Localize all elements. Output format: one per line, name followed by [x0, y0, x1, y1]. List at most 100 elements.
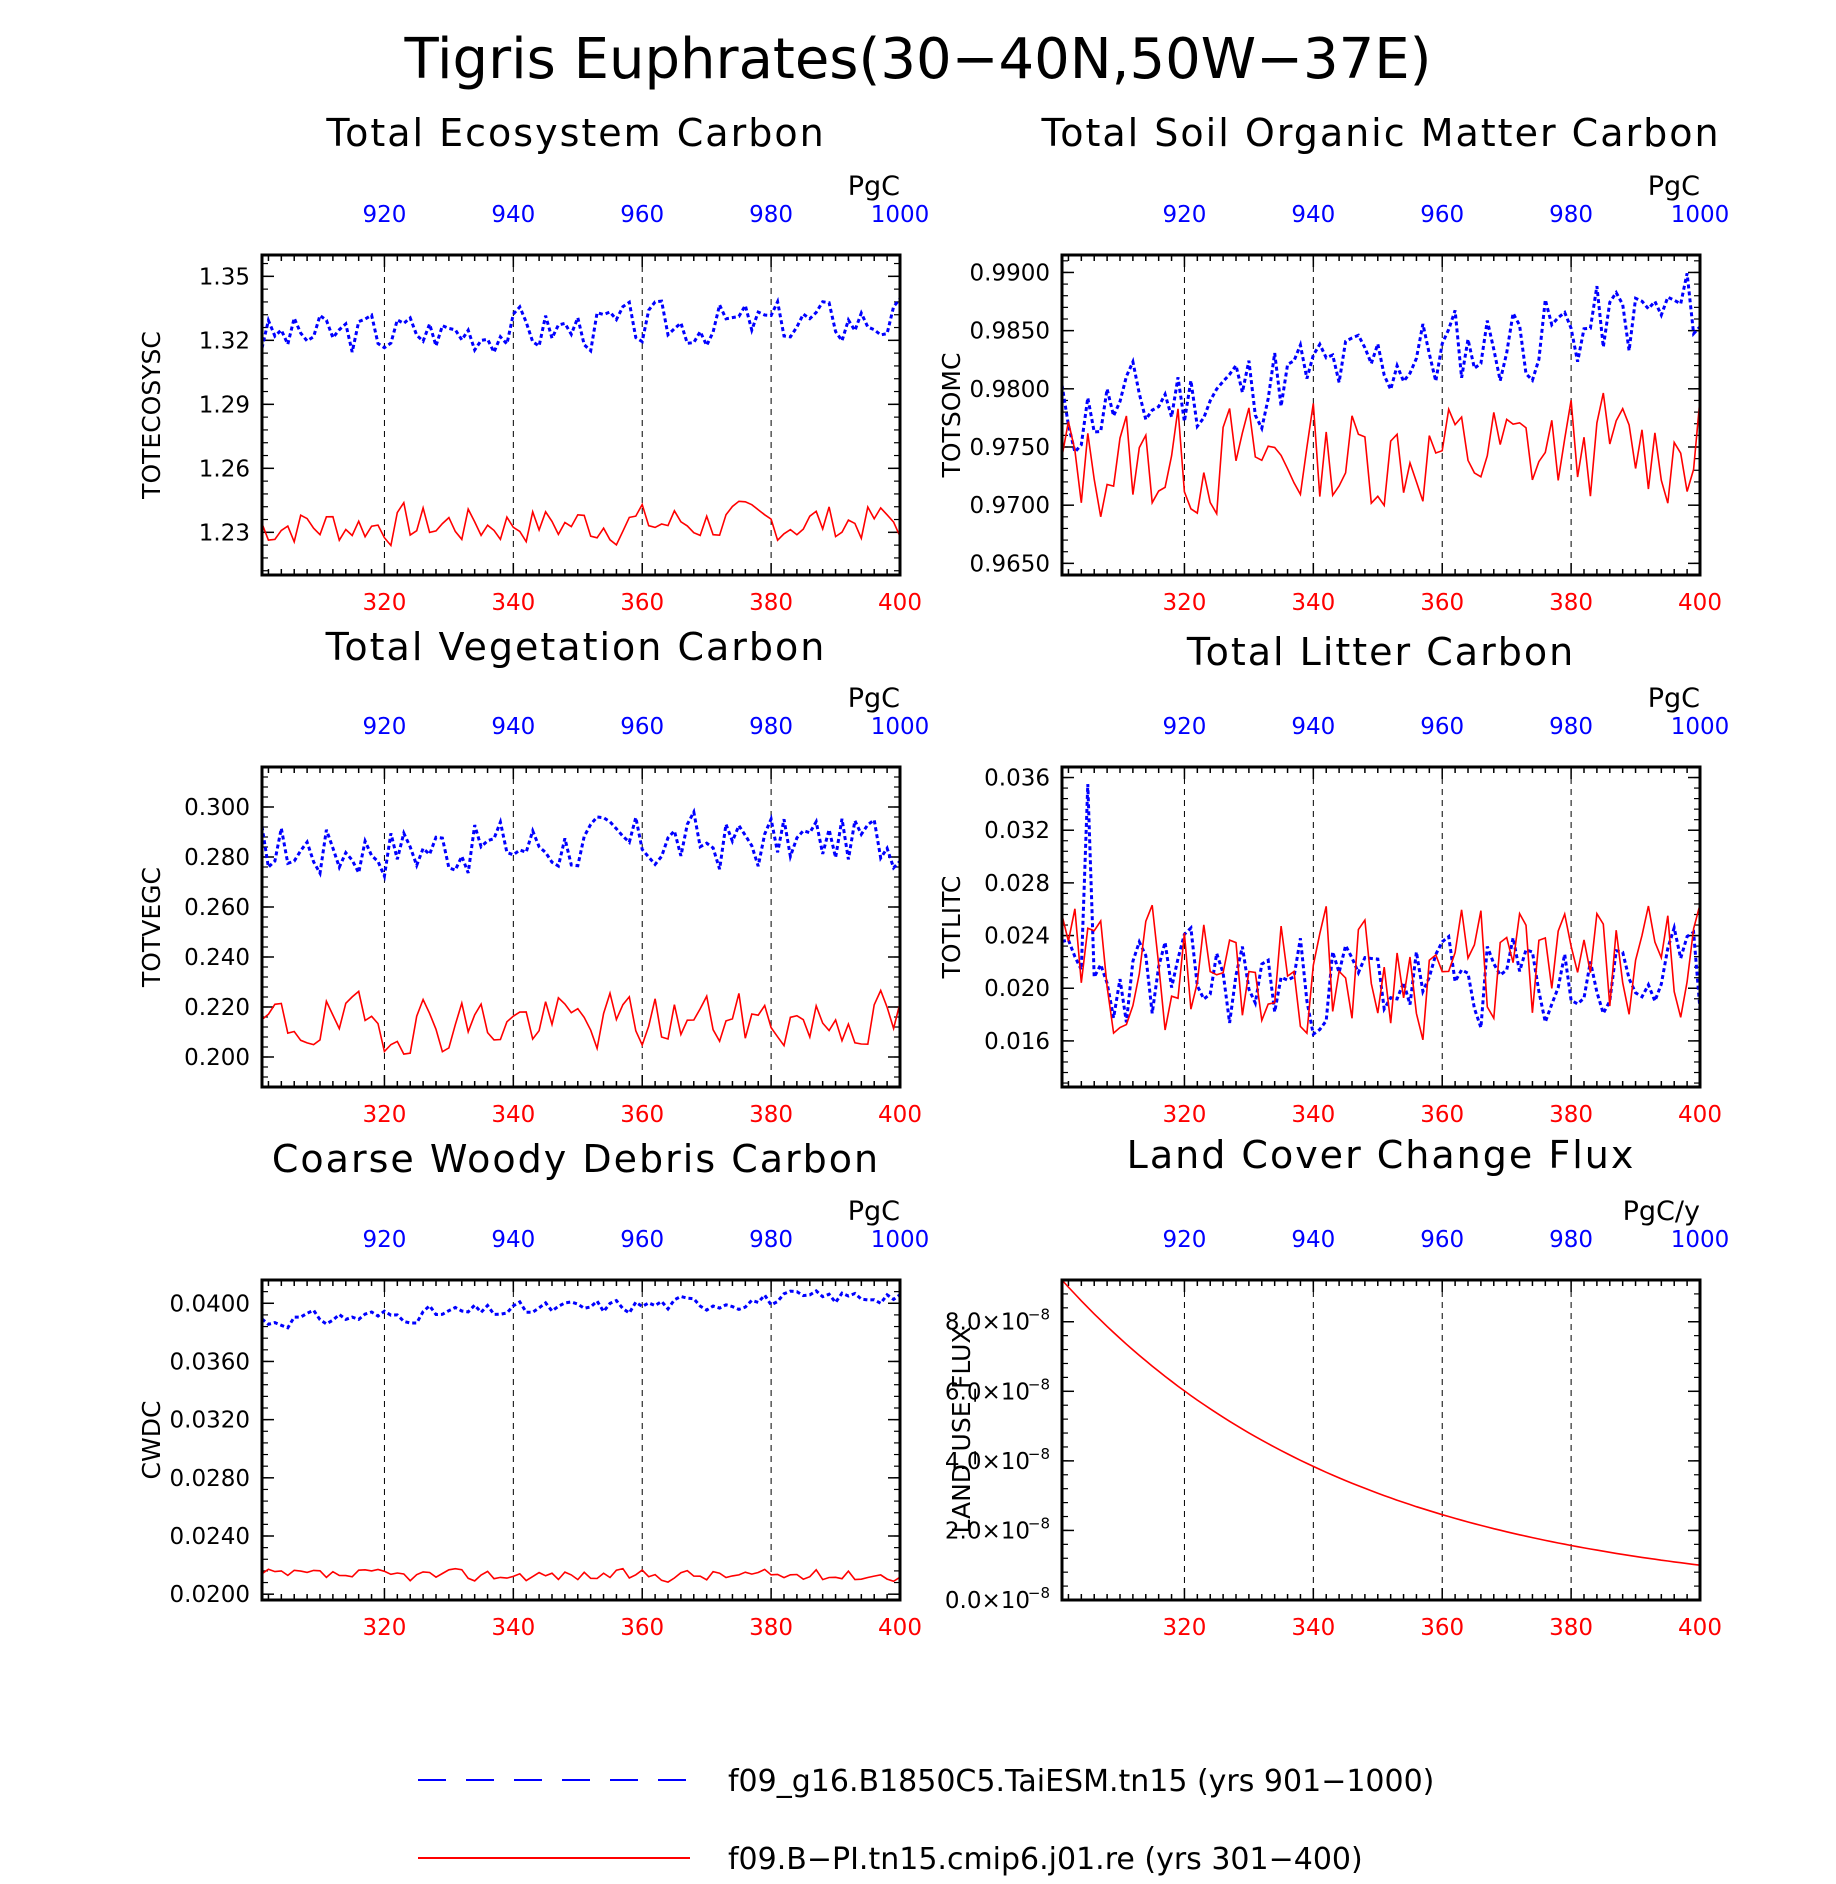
x-tick-label-top: 920 — [1162, 202, 1206, 228]
y-tick-label: 0.260 — [184, 895, 250, 921]
units-label: PgC/y — [1623, 1196, 1700, 1227]
x-tick-label-top: 940 — [491, 1227, 535, 1253]
legend: f09_g16.B1850C5.TaiESM.tn15 (yrs 901−100… — [418, 1764, 1434, 1877]
x-tick-label-top: 980 — [749, 202, 793, 228]
y-tick-label: 0.028 — [984, 871, 1050, 897]
y-tick-label: 1.35 — [199, 264, 250, 290]
x-tick-label-bottom: 400 — [878, 590, 922, 616]
series-line-blue — [1061, 784, 1702, 1037]
x-tick-label-top: 940 — [1291, 202, 1335, 228]
y-tick-exponent: −8 — [1028, 1375, 1050, 1393]
y-tick-label: 0.0320 — [170, 1408, 250, 1434]
panel-title: Total Ecosystem Carbon — [325, 111, 825, 155]
y-tick-exponent: −8 — [1028, 1306, 1050, 1324]
y-tick-label: 0.9700 — [970, 493, 1050, 519]
y-tick-label: 1.29 — [199, 392, 250, 418]
x-tick-label-bottom: 360 — [1420, 590, 1464, 616]
x-tick-label-top: 1000 — [1671, 1227, 1730, 1253]
x-tick-label-bottom: 360 — [1420, 1102, 1464, 1128]
y-tick-label: 2.0×10 — [945, 1518, 1030, 1544]
series-line-red — [1061, 392, 1701, 517]
series-line-red — [261, 988, 901, 1055]
x-tick-label-bottom: 340 — [1291, 590, 1335, 616]
x-tick-label-top: 1000 — [871, 714, 930, 740]
x-tick-label-bottom: 340 — [1291, 1615, 1335, 1641]
plot-frame — [1060, 253, 1702, 577]
units-label: PgC — [1648, 171, 1700, 202]
x-tick-label-top: 940 — [1291, 1227, 1335, 1253]
y-tick-label: 0.020 — [984, 976, 1050, 1002]
panel-title: Total Soil Organic Matter Carbon — [1040, 111, 1720, 155]
units-label: PgC — [1648, 683, 1700, 714]
x-tick-label-bottom: 340 — [491, 1102, 535, 1128]
x-tick-label-top: 980 — [1549, 202, 1593, 228]
x-tick-label-bottom: 400 — [1678, 590, 1722, 616]
x-tick-label-bottom: 320 — [362, 1102, 406, 1128]
panel-6: Land Cover Change Flux PgC/y LAND_USE_FLUX… — [945, 1133, 1729, 1641]
y-tick-label: 4.0×10 — [945, 1449, 1030, 1475]
x-tick-label-top: 960 — [620, 202, 664, 228]
x-tick-label-bottom: 360 — [620, 590, 664, 616]
y-tick-label: 1.32 — [199, 328, 250, 354]
y-tick-label: 0.9850 — [970, 319, 1050, 345]
x-tick-label-top: 960 — [1420, 1227, 1464, 1253]
x-tick-label-top: 980 — [749, 714, 793, 740]
series-line-red — [261, 500, 901, 548]
y-tick-exponent: −8 — [1028, 1445, 1050, 1463]
plot-frame — [1060, 1278, 1702, 1602]
y-tick-label: 0.9800 — [970, 377, 1050, 403]
plot-frame — [260, 1278, 902, 1602]
main-title: Tigris Euphrates(30−40N,50W−37E) — [403, 27, 1431, 92]
y-tick-label: 1.23 — [199, 520, 250, 546]
x-tick-label-top: 920 — [362, 202, 406, 228]
panel-2: Total Soil Organic Matter Carbon PgC TOTSO… — [937, 111, 1729, 616]
x-tick-label-bottom: 380 — [1549, 1615, 1593, 1641]
y-tick-label: 0.300 — [184, 795, 250, 821]
legend-label-blue: f09_g16.B1850C5.TaiESM.tn15 (yrs 901−100… — [728, 1764, 1434, 1799]
y-tick-label: 0.036 — [984, 766, 1050, 792]
x-tick-label-top: 960 — [1420, 714, 1464, 740]
x-tick-label-bottom: 380 — [1549, 590, 1593, 616]
series-line-blue — [260, 807, 902, 882]
y-tick-label: 0.280 — [184, 845, 250, 871]
y-tick-label: 1.26 — [199, 456, 250, 482]
x-tick-label-bottom: 400 — [878, 1102, 922, 1128]
series-line-blue — [260, 296, 902, 356]
series-line-red — [1061, 1279, 1701, 1566]
y-tick-label: 0.0280 — [170, 1466, 250, 1492]
x-tick-label-top: 920 — [1162, 1227, 1206, 1253]
x-tick-label-bottom: 380 — [749, 1615, 793, 1641]
x-tick-label-top: 1000 — [871, 202, 930, 228]
x-tick-label-top: 960 — [1420, 202, 1464, 228]
x-tick-label-bottom: 380 — [749, 1102, 793, 1128]
x-tick-label-bottom: 380 — [749, 590, 793, 616]
x-tick-label-bottom: 400 — [1678, 1615, 1722, 1641]
y-axis-label: TOTLITC — [937, 876, 966, 980]
x-tick-label-top: 1000 — [1671, 202, 1730, 228]
x-tick-label-bottom: 380 — [1549, 1102, 1593, 1128]
x-tick-label-bottom: 320 — [1162, 1102, 1206, 1128]
x-tick-label-top: 980 — [1549, 1227, 1593, 1253]
x-tick-label-bottom: 340 — [491, 590, 535, 616]
x-tick-label-bottom: 400 — [878, 1615, 922, 1641]
series-line-blue — [1060, 272, 1702, 456]
y-axis-label: CWDC — [137, 1401, 166, 1480]
y-tick-label: 0.220 — [184, 995, 250, 1021]
panel-title: Total Vegetation Carbon — [325, 625, 827, 669]
x-tick-label-bottom: 360 — [620, 1615, 664, 1641]
y-tick-label: 0.9750 — [970, 435, 1050, 461]
panel-title: Total Litter Carbon — [1186, 630, 1575, 674]
x-tick-label-top: 980 — [1549, 714, 1593, 740]
x-tick-label-bottom: 340 — [1291, 1102, 1335, 1128]
panel-title: Land Cover Change Flux — [1127, 1133, 1636, 1177]
x-tick-label-bottom: 320 — [362, 590, 406, 616]
panel-title: Coarse Woody Debris Carbon — [272, 1137, 880, 1181]
y-tick-exponent: −8 — [1028, 1514, 1050, 1532]
y-tick-label: 0.032 — [984, 818, 1050, 844]
y-tick-exponent: −8 — [1028, 1584, 1050, 1602]
x-tick-label-bottom: 360 — [1420, 1615, 1464, 1641]
x-tick-label-top: 940 — [491, 202, 535, 228]
y-axis-label: TOTECOSYSC — [137, 331, 166, 500]
x-tick-label-bottom: 400 — [1678, 1102, 1722, 1128]
y-tick-label: 0.0×10 — [945, 1588, 1030, 1614]
